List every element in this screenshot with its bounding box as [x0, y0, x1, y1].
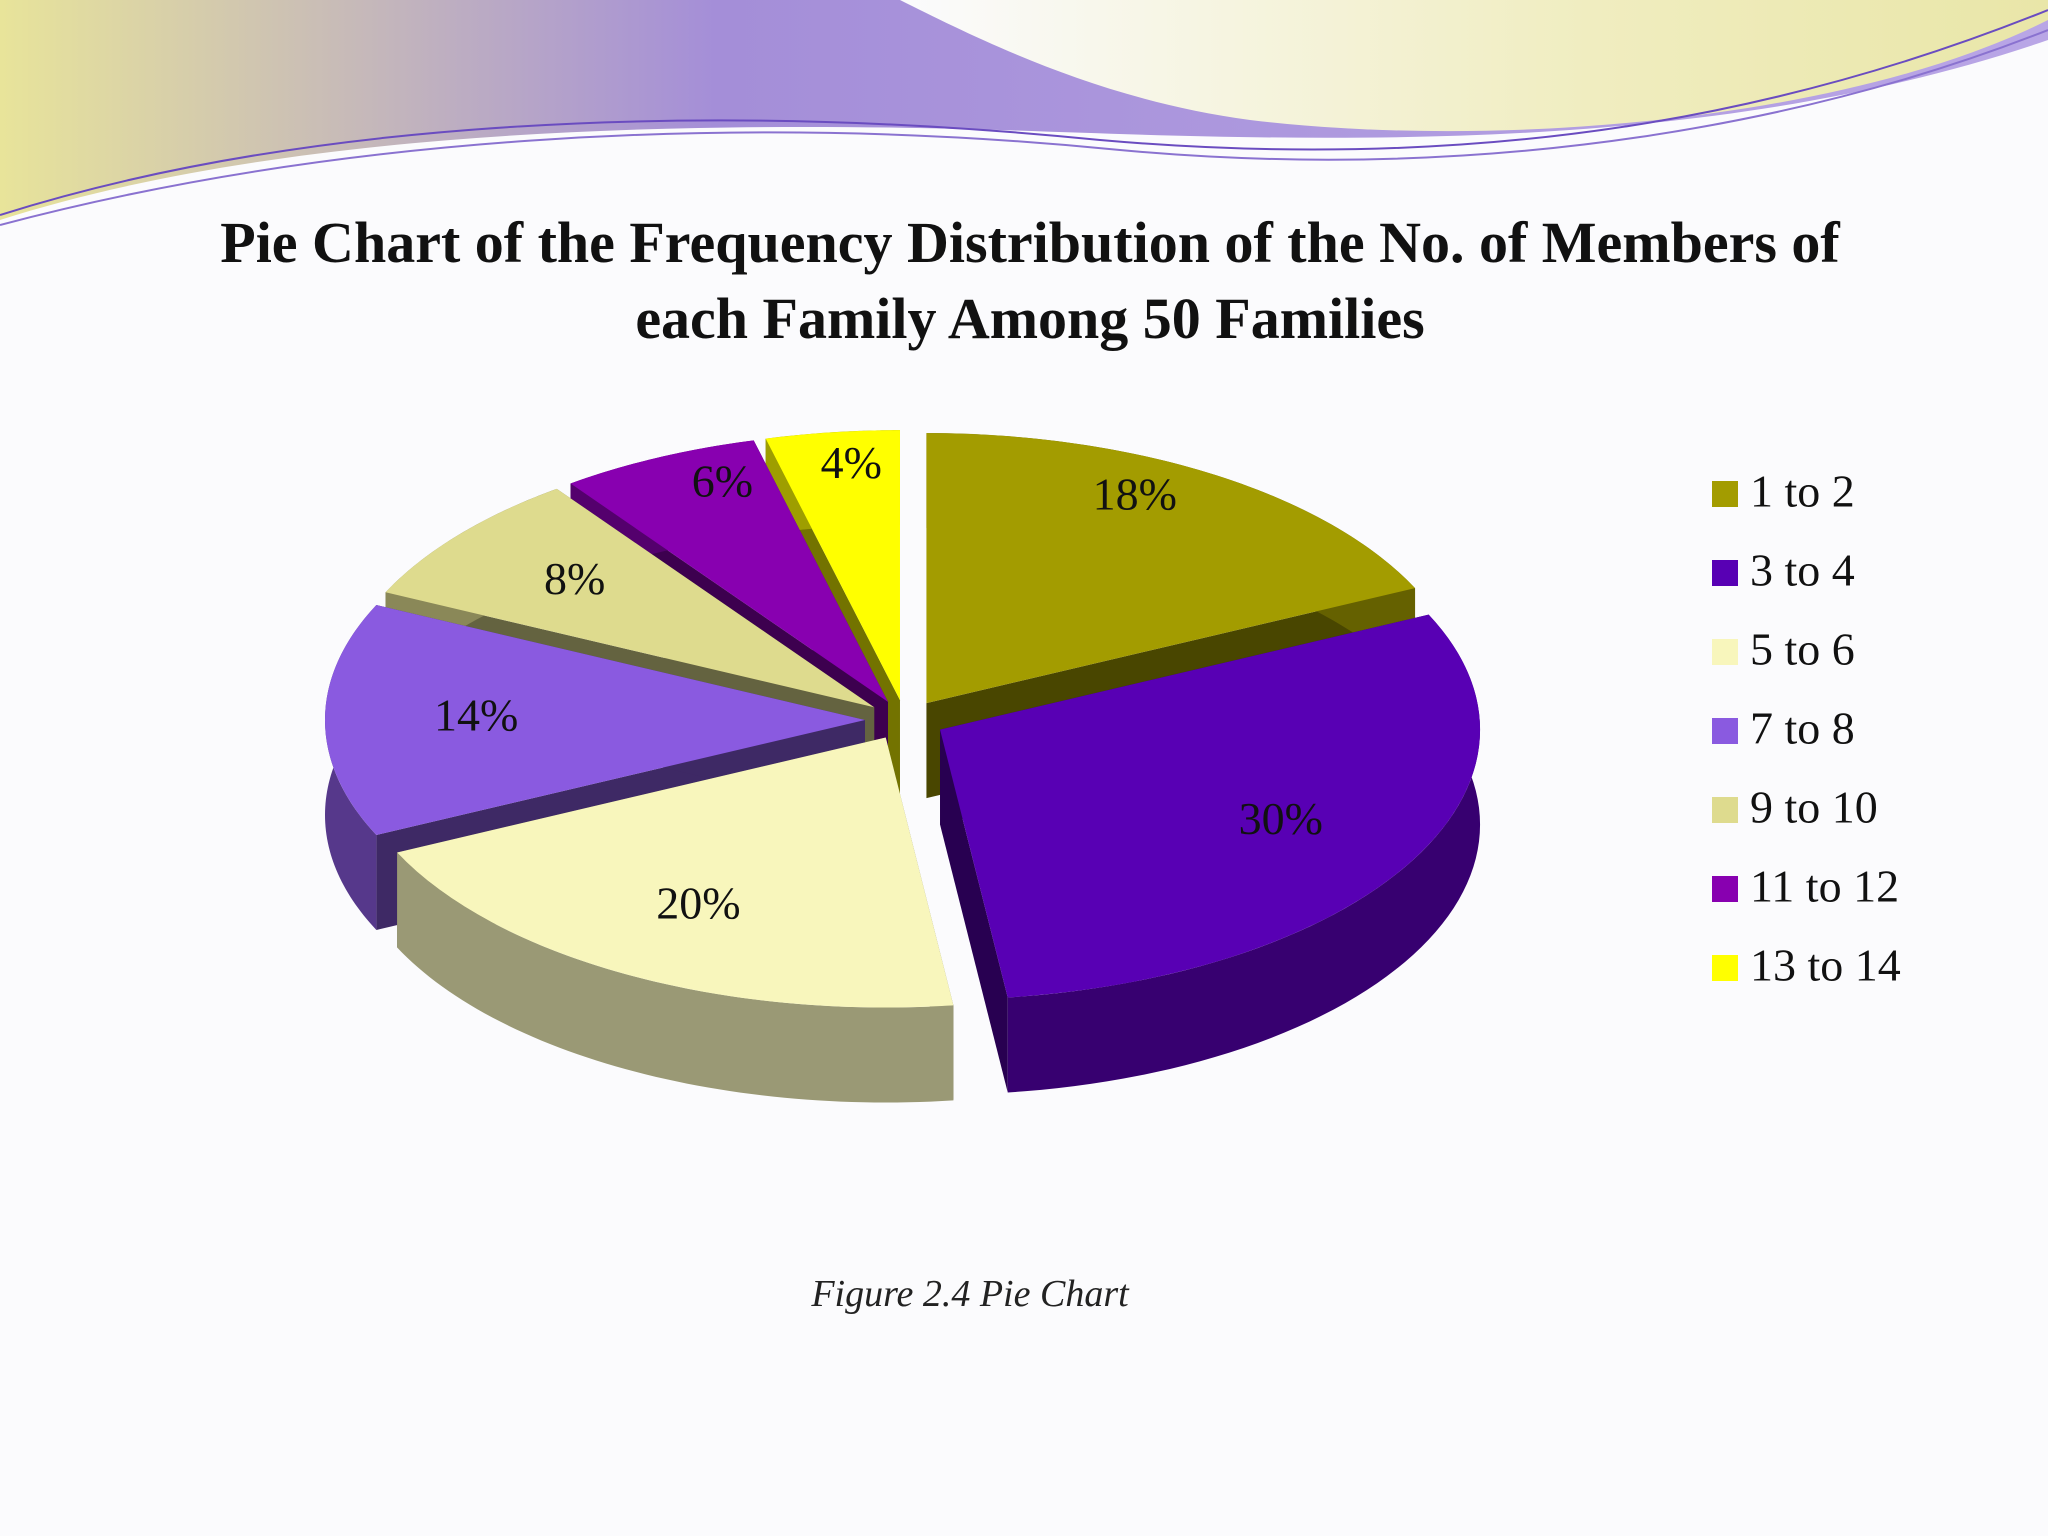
header-line [0, 29, 2048, 226]
data-label: 4% [821, 437, 882, 488]
slice-top [397, 737, 954, 1008]
legend-swatch [1712, 955, 1738, 981]
slice-top [940, 614, 1481, 998]
slice-top [765, 430, 900, 701]
legend-label: 11 to 12 [1750, 861, 1899, 912]
slice-top [926, 433, 1416, 704]
data-label: 18% [1093, 469, 1177, 520]
data-label: 8% [544, 553, 605, 604]
legend-swatch [1712, 718, 1738, 744]
pie-slice [397, 737, 954, 1103]
caption: Figure 2.4 Pie Chart [811, 1273, 1129, 1315]
slice-top [570, 440, 888, 702]
data-label: 30% [1239, 793, 1323, 844]
data-label: 14% [434, 690, 518, 741]
legend-swatch [1712, 560, 1738, 586]
chart-title: Pie Chart of the Frequency Distribution … [220, 210, 1840, 351]
pie-slice [940, 614, 1481, 1093]
slice-side [1007, 614, 1481, 1093]
legend-label: 13 to 14 [1750, 940, 1901, 991]
legend-label: 3 to 4 [1750, 545, 1855, 596]
header-wave [900, 0, 2048, 132]
legend-label: 9 to 10 [1750, 782, 1878, 833]
slice-wall [940, 729, 1008, 1093]
legend-label: 1 to 2 [1750, 466, 1855, 517]
slice-side [397, 852, 954, 1103]
legend-label: 5 to 6 [1750, 624, 1855, 675]
legend-swatch [1712, 797, 1738, 823]
data-label: 6% [692, 456, 753, 507]
slice-top [325, 605, 866, 835]
legend-swatch [1712, 639, 1738, 665]
data-label: 20% [656, 877, 740, 928]
header-line [0, 9, 2048, 216]
legend-swatch [1712, 876, 1738, 902]
legend-swatch [1712, 481, 1738, 507]
slice-top [385, 488, 875, 708]
legend-label: 7 to 8 [1750, 703, 1855, 754]
